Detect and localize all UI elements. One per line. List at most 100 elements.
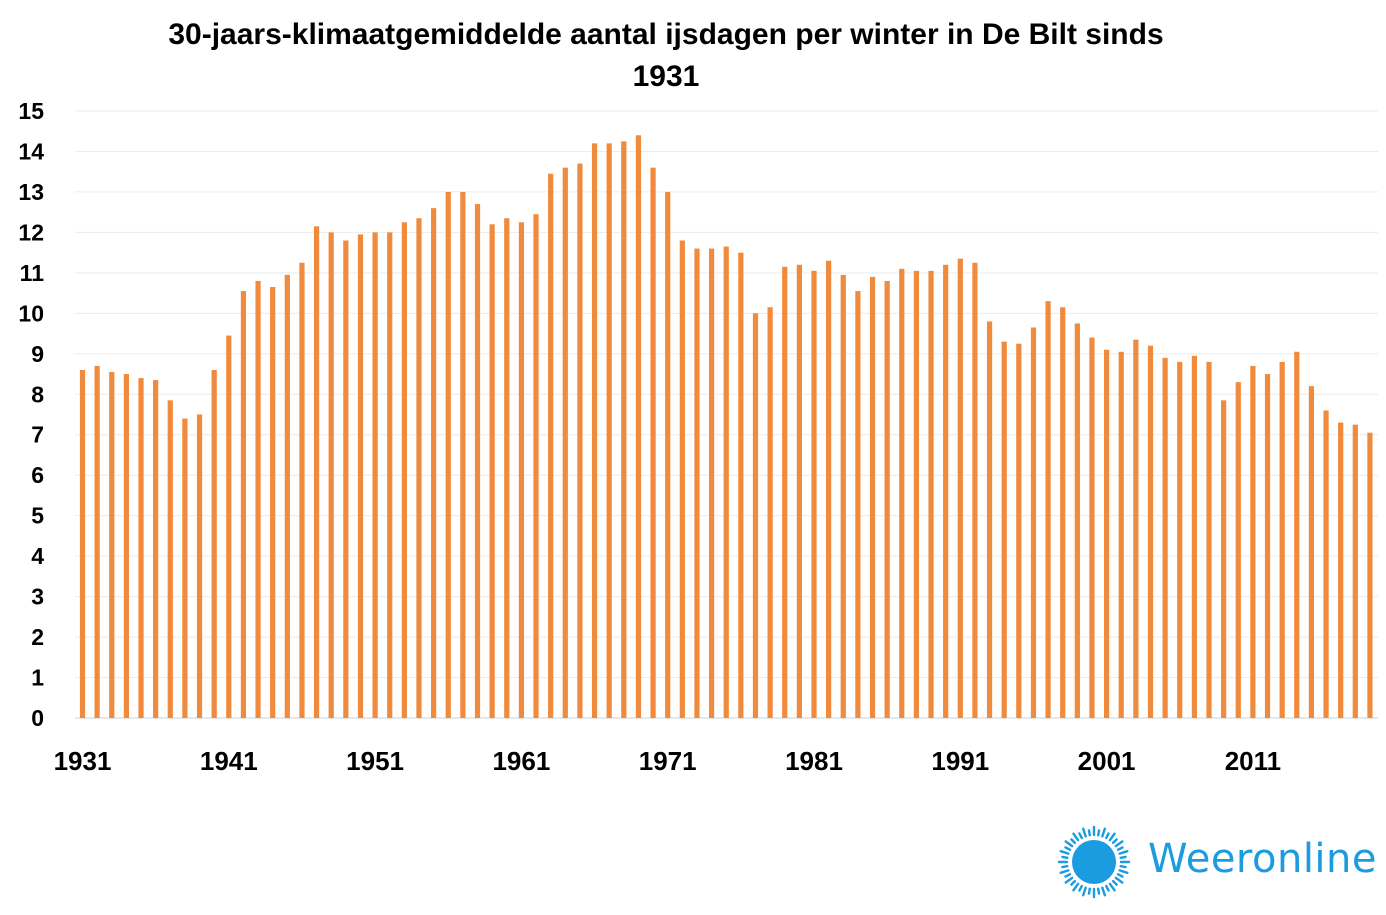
y-tick-label: 10 bbox=[18, 300, 44, 326]
bar bbox=[489, 224, 495, 718]
y-tick-label: 9 bbox=[31, 341, 44, 367]
bar bbox=[79, 369, 86, 718]
y-tick-label: 8 bbox=[31, 381, 44, 407]
bar bbox=[752, 313, 759, 718]
bar bbox=[723, 246, 729, 718]
bar bbox=[94, 365, 100, 718]
bar bbox=[1250, 365, 1256, 718]
bar bbox=[401, 222, 407, 718]
y-tick-label: 1 bbox=[31, 665, 44, 691]
bar bbox=[1118, 351, 1124, 718]
y-tick-label: 13 bbox=[18, 179, 44, 205]
x-tick-label: 1941 bbox=[200, 746, 258, 776]
y-tick-label: 2 bbox=[31, 624, 44, 650]
bar bbox=[1323, 410, 1329, 718]
bar bbox=[650, 167, 656, 718]
bar bbox=[226, 335, 232, 718]
bar bbox=[679, 240, 685, 719]
x-axis-ticks: 1931 1941 1951 1961 1971 1981 1991 2001 2011 bbox=[54, 746, 1282, 776]
bar bbox=[1045, 301, 1051, 718]
bar bbox=[518, 222, 524, 718]
bar bbox=[343, 240, 349, 719]
bar bbox=[153, 380, 159, 718]
bar bbox=[943, 264, 949, 718]
x-tick-label: 1971 bbox=[639, 746, 697, 776]
bar bbox=[986, 321, 993, 718]
x-tick-label: 2011 bbox=[1225, 746, 1281, 776]
bar bbox=[416, 218, 422, 719]
y-tick-label: 4 bbox=[31, 543, 44, 569]
bar bbox=[621, 141, 627, 719]
x-tick-label: 1981 bbox=[785, 746, 843, 776]
bar bbox=[474, 204, 481, 718]
x-tick-label: 1931 bbox=[54, 746, 112, 776]
bar bbox=[1074, 323, 1080, 718]
bar bbox=[445, 191, 451, 718]
logo-brand-text: Weeronline bbox=[1148, 836, 1378, 882]
bar bbox=[1191, 355, 1197, 718]
y-tick-label: 14 bbox=[18, 138, 44, 164]
bar bbox=[913, 270, 920, 718]
chart-title-line-1: 30-jaars-klimaatgemiddelde aantal ijsdag… bbox=[168, 18, 1164, 51]
bar bbox=[708, 248, 715, 718]
bar bbox=[123, 374, 129, 718]
bar bbox=[328, 232, 334, 718]
bar bbox=[562, 167, 568, 718]
bar bbox=[196, 414, 203, 718]
bar bbox=[255, 280, 261, 718]
bar bbox=[899, 268, 905, 718]
bar bbox=[240, 291, 247, 718]
bar bbox=[1133, 339, 1139, 718]
sun-icon bbox=[1057, 825, 1131, 899]
bar bbox=[665, 191, 671, 718]
bar bbox=[182, 418, 188, 718]
x-tick-label: 1951 bbox=[346, 746, 404, 776]
y-tick-label: 12 bbox=[18, 219, 44, 245]
bar bbox=[167, 400, 173, 718]
bar bbox=[211, 369, 217, 718]
bar bbox=[826, 260, 832, 718]
bar bbox=[811, 270, 817, 718]
y-tick-label: 6 bbox=[31, 462, 44, 488]
bar bbox=[1235, 382, 1241, 718]
bar bbox=[313, 226, 320, 718]
y-tick-label: 11 bbox=[20, 260, 45, 286]
bar bbox=[884, 280, 890, 718]
bar bbox=[1162, 357, 1168, 718]
bar bbox=[1147, 345, 1154, 718]
bar bbox=[357, 234, 364, 719]
bar bbox=[796, 264, 802, 718]
bar bbox=[1367, 432, 1373, 718]
bar bbox=[855, 291, 861, 718]
bar bbox=[1206, 361, 1212, 718]
chart-title-line-2: 1931 bbox=[632, 60, 700, 93]
bar bbox=[1308, 386, 1315, 718]
chart-title: 30-jaars-klimaatgemiddelde aantal ijsdag… bbox=[0, 14, 1332, 98]
x-tick-label: 1991 bbox=[931, 746, 989, 776]
bar bbox=[284, 274, 290, 718]
bar bbox=[767, 307, 773, 718]
bar bbox=[928, 270, 934, 718]
bar bbox=[460, 191, 466, 718]
bar bbox=[1352, 424, 1358, 718]
bar bbox=[372, 232, 378, 718]
weeronline-logo: Weeronline bbox=[1056, 824, 1377, 900]
bar bbox=[606, 143, 612, 718]
bar bbox=[869, 276, 876, 718]
bar bbox=[1001, 341, 1007, 718]
bar bbox=[1030, 327, 1037, 718]
bar bbox=[1177, 361, 1183, 718]
y-tick-label: 0 bbox=[31, 705, 44, 731]
bar bbox=[1016, 343, 1022, 718]
bar bbox=[138, 378, 144, 718]
bar bbox=[299, 262, 305, 718]
x-tick-label: 2001 bbox=[1078, 746, 1136, 776]
bar bbox=[1221, 400, 1227, 718]
bar bbox=[577, 163, 583, 719]
bar bbox=[738, 252, 744, 718]
bar bbox=[1294, 351, 1300, 718]
y-tick-label: 3 bbox=[31, 584, 44, 610]
bar bbox=[957, 258, 963, 718]
